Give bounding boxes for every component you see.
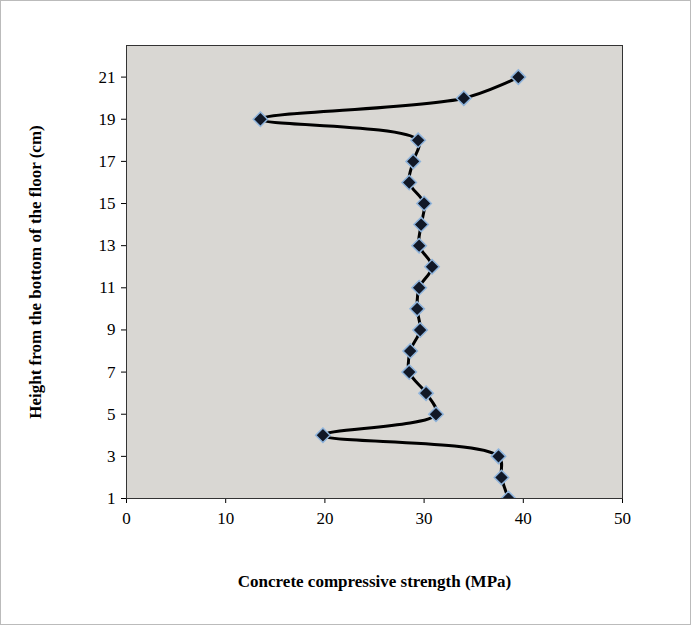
svg-text:15: 15 [99, 194, 116, 213]
svg-text:9: 9 [107, 320, 116, 339]
svg-text:Concrete compressive strength: Concrete compressive strength (MPa) [238, 572, 511, 591]
svg-text:50: 50 [614, 509, 631, 528]
svg-text:21: 21 [99, 68, 116, 87]
svg-text:7: 7 [107, 363, 116, 382]
svg-text:5: 5 [107, 405, 116, 424]
svg-text:10: 10 [217, 509, 234, 528]
svg-text:20: 20 [316, 509, 333, 528]
svg-text:30: 30 [416, 509, 433, 528]
svg-text:13: 13 [99, 236, 116, 255]
svg-text:11: 11 [99, 278, 115, 297]
svg-text:Height from the bottom of the: Height from the bottom of the floor (cm) [26, 125, 45, 419]
svg-text:0: 0 [122, 509, 131, 528]
svg-text:3: 3 [107, 447, 116, 466]
svg-text:19: 19 [99, 110, 116, 129]
svg-text:40: 40 [515, 509, 532, 528]
svg-text:17: 17 [99, 152, 117, 171]
svg-text:1: 1 [107, 489, 116, 508]
